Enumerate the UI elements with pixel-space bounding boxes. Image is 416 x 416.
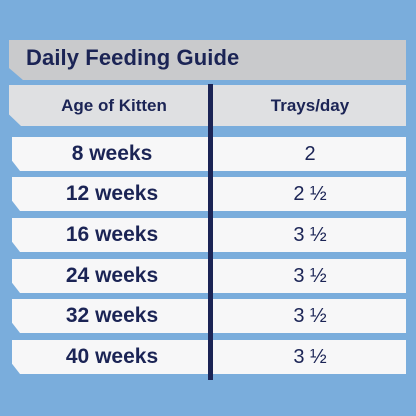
row-trays: 3 ½ [293, 224, 327, 246]
row-trays: 2 ½ [293, 183, 327, 205]
row-age: 8 weeks [71, 142, 153, 165]
page-title: Daily Feeding Guide [26, 45, 240, 70]
row-age: 40 weeks [65, 345, 159, 368]
row-trays: 3 ½ [293, 305, 327, 327]
row-age: 24 weeks [65, 264, 159, 287]
title-banner [9, 40, 406, 80]
row-age: 16 weeks [65, 223, 159, 246]
table-header-bar [9, 85, 406, 126]
column-header-trays: Trays/day [270, 96, 350, 115]
row-trays: 3 ½ [293, 346, 327, 368]
column-header-age: Age of Kitten [61, 96, 167, 115]
column-divider [208, 84, 213, 380]
row-trays: 2 [304, 143, 316, 165]
row-trays: 3 ½ [293, 265, 327, 287]
row-age: 12 weeks [65, 182, 159, 205]
row-age: 32 weeks [65, 304, 159, 327]
